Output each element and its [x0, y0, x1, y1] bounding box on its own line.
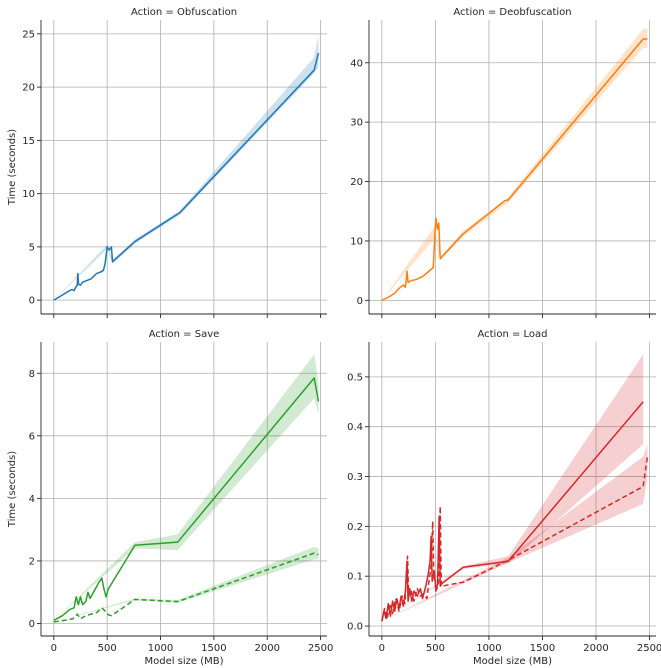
- y-tick-label: 8: [29, 369, 35, 380]
- panel-title: Action = Load: [477, 329, 547, 340]
- y-tick-label: 2: [29, 556, 35, 567]
- x-tick-label: 1000: [148, 643, 173, 654]
- x-tick-label: 0: [51, 643, 57, 654]
- panel-2: 0 10 20 30 40 Action = Deobfuscation: [350, 7, 656, 318]
- y-tick-label: 25: [22, 29, 35, 40]
- solid-series-line: [53, 52, 320, 301]
- y-tick-label: 0.3: [347, 472, 363, 483]
- x-tick-label: 2000: [583, 643, 608, 654]
- x-tick-label: 1000: [476, 643, 501, 654]
- y-tick-label: 15: [22, 136, 35, 147]
- solid-series-line: [53, 377, 320, 622]
- y-tick-label: 5: [29, 242, 35, 253]
- y-tick-label: 0.5: [347, 372, 363, 383]
- panel-title: Action = Obfuscation: [131, 7, 237, 18]
- x-tick-label: 500: [426, 643, 445, 654]
- y-tick-label: 0.2: [347, 522, 363, 533]
- x-tick-label: 500: [98, 643, 117, 654]
- y-tick-label: 10: [350, 236, 363, 247]
- y-tick-label: 0: [357, 296, 363, 307]
- y-tick-label: 0: [29, 296, 35, 307]
- panel-3: 0 500 1000 1500 2000 2500 0 2 4 6 8 Action = Save Ti…: [7, 329, 333, 667]
- x-tick-label: 0: [379, 643, 385, 654]
- x-tick-label: 1500: [201, 643, 226, 654]
- dashed-series-line: [381, 456, 649, 622]
- x-tick-label: 2000: [255, 643, 280, 654]
- y-tick-label: 6: [29, 431, 35, 442]
- x-axis-label: Model size (MB): [473, 656, 552, 667]
- y-tick-label: 30: [350, 118, 363, 129]
- confidence-band-1: [381, 28, 648, 301]
- dashed-series-line: [53, 552, 319, 623]
- y-tick-label: 20: [22, 83, 35, 94]
- y-tick-label: 4: [29, 494, 35, 505]
- panel-4: 0 500 1000 1500 2000 2500 0.0 0.1 0.2 0.3 0.4 0.5 Ac…: [347, 329, 661, 667]
- y-tick-label: 20: [350, 177, 363, 188]
- confidence-band-1: [381, 354, 644, 622]
- x-axis-label: Model size (MB): [144, 656, 223, 667]
- x-tick-label: 2500: [637, 643, 661, 654]
- y-tick-label: 0.1: [347, 572, 363, 583]
- x-tick-label: 2500: [308, 643, 333, 654]
- y-tick-label: 0.4: [347, 422, 363, 433]
- confidence-band-2: [53, 546, 319, 622]
- y-axis-label: Time (seconds): [7, 129, 18, 206]
- panel-title: Action = Save: [149, 329, 220, 340]
- confidence-band-1: [53, 354, 319, 621]
- solid-series-line: [381, 38, 648, 302]
- y-tick-label: 10: [22, 189, 35, 200]
- x-tick-label: 1500: [530, 643, 555, 654]
- y-tick-label: 0: [29, 619, 35, 630]
- y-axis-label: Time (seconds): [7, 451, 18, 528]
- y-tick-label: 0.0: [347, 622, 363, 633]
- panel-1: 0 5 10 15 20 25 Action = Obfuscation Time (seco…: [7, 7, 327, 318]
- y-tick-label: 40: [350, 58, 363, 69]
- confidence-band-1: [53, 34, 319, 301]
- panel-title: Action = Deobfuscation: [453, 7, 571, 18]
